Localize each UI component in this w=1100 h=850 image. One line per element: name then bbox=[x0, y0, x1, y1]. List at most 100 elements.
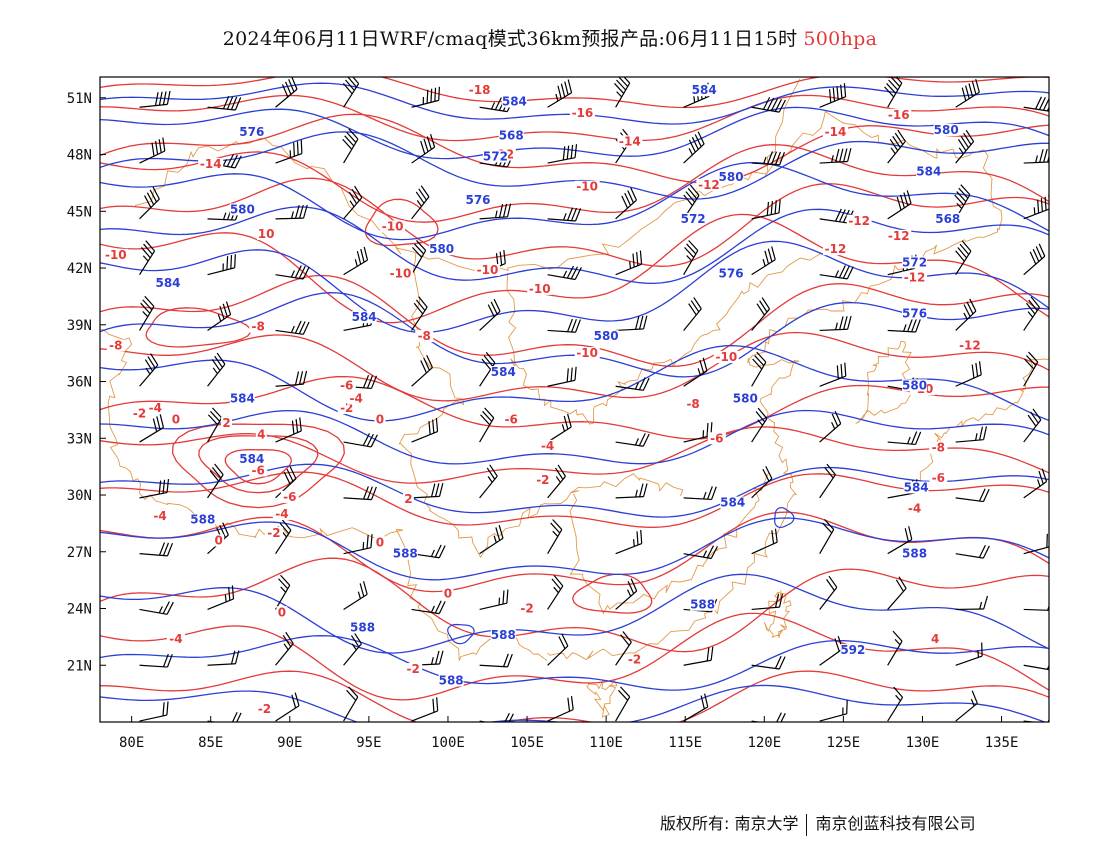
latitude-axis: 51N 48N 45N 42N 39N 36N 33N 30N 27N 24N 21N bbox=[67, 91, 106, 674]
wind-barb bbox=[751, 297, 771, 331]
height-label-bg bbox=[438, 674, 464, 687]
wind-barb bbox=[275, 574, 291, 610]
temperature-contour bbox=[572, 573, 653, 614]
temperature-label-bg bbox=[402, 492, 414, 505]
height-label-bg bbox=[155, 277, 181, 290]
wind-barb bbox=[207, 96, 242, 111]
wind-barb bbox=[479, 407, 495, 443]
temperature-label: -2 bbox=[133, 407, 146, 421]
footer-separator bbox=[806, 813, 808, 836]
wind-barb bbox=[207, 407, 223, 443]
wind-barb bbox=[547, 207, 582, 222]
height-label: 572 bbox=[681, 212, 706, 226]
wind-barb bbox=[1023, 243, 1046, 276]
wind-barb bbox=[479, 203, 512, 220]
temperature-label-bg bbox=[146, 402, 165, 415]
height-label-bg bbox=[902, 307, 928, 320]
height-label-bg bbox=[465, 193, 491, 206]
lon-label: 100E bbox=[431, 735, 465, 751]
height-contour bbox=[100, 684, 1047, 722]
height-contour bbox=[447, 623, 475, 645]
height-label: 584 bbox=[502, 95, 527, 109]
copyright-text: 版权所有: 南京大学 bbox=[660, 814, 799, 833]
height-label: 580 bbox=[719, 170, 744, 184]
height-label-bg bbox=[229, 392, 255, 405]
wind-barb bbox=[547, 633, 569, 666]
height-label: 572 bbox=[902, 255, 927, 269]
wind-barb bbox=[955, 595, 989, 611]
wind-barb bbox=[547, 79, 573, 108]
lon-label: 90E bbox=[277, 735, 302, 751]
wind-barb bbox=[275, 320, 310, 335]
temperature-label-bg bbox=[886, 229, 912, 242]
temperature-label: -12 bbox=[825, 242, 847, 256]
height-label-bg bbox=[350, 621, 376, 634]
height-label: 584 bbox=[230, 392, 255, 406]
temperature-label: -2 bbox=[536, 473, 549, 487]
height-label: 592 bbox=[840, 643, 865, 657]
wind-barb bbox=[1023, 533, 1049, 555]
temperature-label: -12 bbox=[698, 178, 720, 192]
wind-barb bbox=[955, 240, 972, 275]
temperature-label: 2 bbox=[222, 416, 230, 430]
wind-barb bbox=[411, 600, 446, 615]
temperature-contour bbox=[100, 274, 1049, 367]
wind-barb bbox=[411, 185, 430, 220]
lat-label: 51N bbox=[67, 91, 92, 107]
height-label: 580 bbox=[733, 392, 758, 406]
border-line bbox=[547, 329, 800, 661]
temperature-label: -6 bbox=[710, 431, 723, 445]
height-label-bg bbox=[933, 123, 959, 136]
lon-label: 105E bbox=[510, 735, 544, 751]
wind-barb bbox=[751, 528, 778, 555]
temperature-label-bg bbox=[957, 339, 983, 352]
wind-barb bbox=[1023, 351, 1039, 387]
temperature-label-bg bbox=[929, 441, 948, 454]
height-label: 584 bbox=[239, 452, 264, 466]
height-contour bbox=[100, 240, 1049, 334]
temperature-label: -10 bbox=[715, 350, 737, 364]
temperature-label: -4 bbox=[350, 392, 363, 406]
height-label-bg bbox=[902, 547, 928, 560]
wind-barb bbox=[479, 712, 514, 722]
wind-barb bbox=[275, 204, 308, 220]
height-label-bg bbox=[680, 212, 706, 225]
temperature-label: -10 bbox=[477, 263, 499, 277]
border-line bbox=[569, 472, 770, 615]
height-label: 584 bbox=[155, 276, 180, 290]
wind-barb bbox=[139, 478, 170, 499]
temperature-label: -16 bbox=[572, 106, 594, 120]
height-label-bg bbox=[239, 453, 265, 466]
temperature-label: -6 bbox=[283, 490, 296, 504]
temperature-contour bbox=[100, 213, 1049, 324]
wind-barb bbox=[615, 686, 631, 722]
temperature-label: -10 bbox=[529, 282, 551, 296]
wind-barb bbox=[547, 318, 581, 333]
wind-barb bbox=[887, 630, 903, 666]
company-name: 南京创蓝科技有限公司 bbox=[815, 814, 976, 833]
height-label: 588 bbox=[491, 628, 516, 642]
height-label-bg bbox=[691, 84, 717, 97]
temperature-label-bg bbox=[347, 392, 366, 405]
temperature-label-bg bbox=[846, 214, 872, 227]
height-label: 568 bbox=[499, 129, 524, 143]
height-label: 580 bbox=[902, 378, 927, 392]
lat-label: 48N bbox=[67, 148, 92, 164]
temperature-label: -10 bbox=[105, 248, 127, 262]
wind-barb bbox=[819, 700, 848, 722]
wind-barb bbox=[955, 545, 990, 559]
wind-barb bbox=[751, 96, 786, 113]
height-contour bbox=[100, 409, 1049, 465]
temperature-label: 0 bbox=[278, 605, 286, 619]
height-label-bg bbox=[190, 513, 216, 526]
wind-barb bbox=[1023, 603, 1049, 611]
temperature-label-bg bbox=[255, 702, 274, 715]
temperature-label-bg bbox=[569, 106, 595, 119]
wind-barb bbox=[751, 246, 776, 276]
height-contour bbox=[100, 106, 1049, 160]
wind-barb bbox=[343, 631, 362, 666]
temperature-contour bbox=[171, 423, 345, 509]
wind-barb bbox=[207, 301, 232, 331]
wind-barb bbox=[207, 650, 240, 666]
